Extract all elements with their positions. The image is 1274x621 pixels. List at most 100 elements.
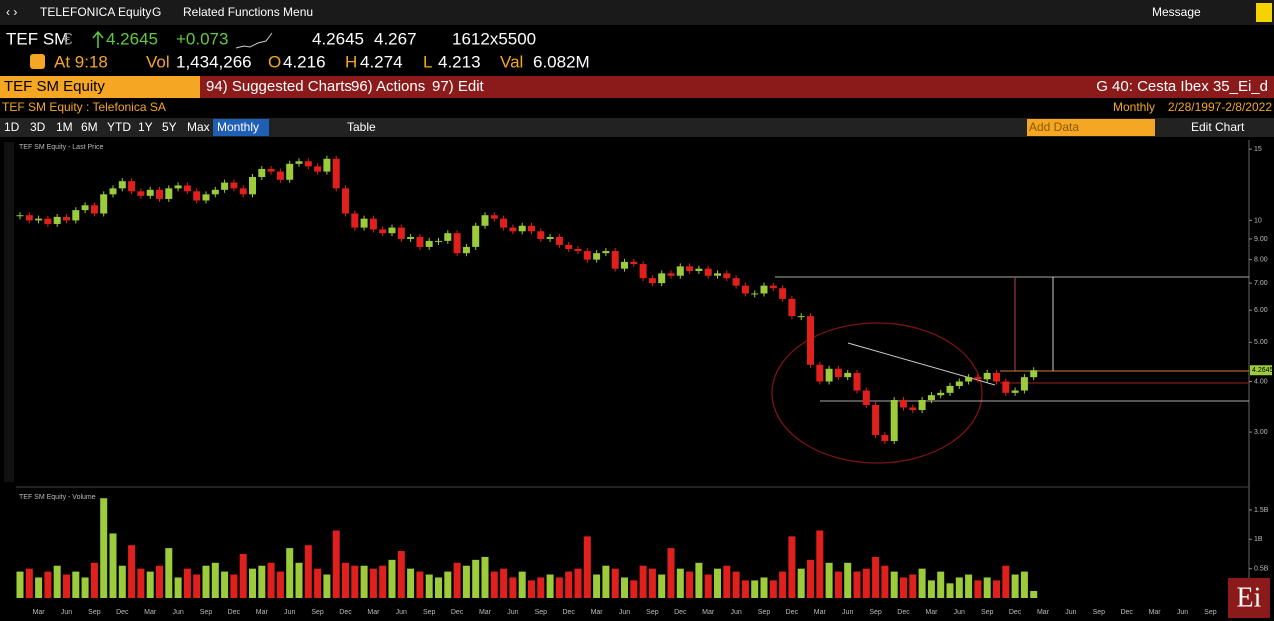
candle: [193, 191, 201, 201]
add-data-field[interactable]: [1027, 119, 1155, 136]
candle: [1030, 370, 1038, 378]
candle: [490, 215, 498, 219]
volume-bar: [862, 568, 870, 598]
menu-bar: [0, 76, 1274, 98]
candle: [416, 236, 424, 247]
candle: [937, 392, 945, 396]
volume-bar: [983, 577, 991, 598]
volume-bar: [965, 574, 973, 598]
candle: [993, 372, 1000, 382]
message-button[interactable]: Message: [1152, 5, 1201, 19]
candle: [137, 191, 145, 196]
y2-tick-label: 1.5B: [1254, 507, 1269, 514]
x-tick-label: Dec: [116, 609, 129, 616]
volume-bar: [35, 577, 43, 598]
volume-bar: [565, 571, 573, 598]
volume-bar: [927, 580, 935, 598]
range-button[interactable]: 1M: [56, 120, 73, 134]
volume-bar: [360, 565, 368, 598]
volume-bar: [695, 562, 703, 598]
volume-bar: [16, 571, 24, 598]
candle: [658, 273, 666, 284]
volume-bar: [621, 577, 628, 598]
candle: [444, 233, 452, 241]
candle: [351, 213, 359, 228]
range-button[interactable]: 6M: [81, 120, 98, 134]
volume-bar: [109, 533, 117, 598]
candle: [769, 285, 777, 289]
volume-bar: [881, 565, 889, 598]
frequency-button[interactable]: [213, 119, 269, 136]
volume-bar: [239, 553, 247, 598]
candle: [500, 218, 508, 228]
range-button[interactable]: Max: [187, 120, 210, 134]
candle: [741, 285, 749, 294]
volume-bar: [425, 574, 433, 598]
edit-chart[interactable]: Edit Chart: [1191, 120, 1245, 134]
launchpad-label: G 40: Cesta Ibex 35_Ei_d: [1096, 78, 1268, 95]
volume-bar: [630, 580, 638, 598]
candle: [872, 404, 880, 436]
volume-bar: [760, 577, 768, 598]
candle: [407, 236, 415, 239]
candle: [295, 161, 303, 164]
x-tick-label: Jun: [1177, 609, 1188, 616]
low: 4.213: [438, 52, 481, 71]
candle: [72, 210, 80, 221]
candle: [258, 168, 266, 178]
candle: [323, 158, 331, 172]
volume-bar: [509, 577, 517, 598]
candle: [1020, 377, 1028, 391]
candle: [909, 407, 917, 411]
volume-bar: [546, 574, 554, 598]
volume-bar: [658, 574, 666, 598]
x-tick-label: Dec: [451, 609, 464, 616]
candle: [676, 266, 684, 276]
volume-bar: [490, 571, 498, 598]
candle: [723, 273, 731, 279]
range-buttons: 1D 3D 1M 6M YTD 1Y 5Y Max: [4, 120, 210, 134]
candle: [862, 390, 870, 405]
range-button[interactable]: YTD: [107, 120, 131, 134]
actions[interactable]: 96) Actions: [351, 78, 425, 95]
volume-bar: [788, 536, 796, 598]
volume-bar: [797, 568, 805, 598]
volume-bar: [407, 568, 415, 598]
related-menu[interactable]: Related Functions Menu: [183, 5, 313, 19]
volume-bar: [193, 574, 201, 598]
candle: [1002, 381, 1010, 393]
security-field[interactable]: [0, 76, 200, 98]
volume-bar: [648, 568, 656, 598]
range-button[interactable]: 1Y: [138, 120, 153, 134]
volume-bar: [53, 565, 61, 598]
high-label: H: [345, 52, 357, 71]
volume-bar: [574, 568, 582, 598]
nav-arrows[interactable]: ‹ ›: [6, 5, 17, 19]
help-button[interactable]: [1256, 3, 1272, 22]
volume-bar: [323, 574, 331, 598]
security-menu[interactable]: TELEFONICA Equity: [40, 5, 151, 19]
vol-label: Vol: [146, 52, 170, 71]
g-menu[interactable]: G: [152, 5, 161, 19]
volume-bar: [221, 571, 229, 598]
range-button[interactable]: 5Y: [162, 120, 177, 134]
candle: [202, 194, 210, 201]
x-tick-label: Jun: [61, 609, 72, 616]
candle: [816, 364, 824, 382]
volume-bar: [81, 577, 89, 598]
candle: [955, 381, 963, 386]
x-tick-label: Mar: [591, 609, 604, 616]
suggested-charts[interactable]: 94) Suggested Charts: [206, 78, 352, 95]
range-button[interactable]: 3D: [30, 120, 46, 134]
range-button[interactable]: 1D: [4, 120, 20, 134]
candle: [16, 215, 24, 217]
volume-bar: [751, 580, 759, 598]
volume-bar: [900, 577, 907, 598]
edit[interactable]: 97) Edit: [432, 78, 485, 95]
table-button[interactable]: Table: [347, 120, 376, 134]
volume-bar: [583, 536, 591, 598]
candle: [44, 218, 52, 224]
candle: [844, 372, 852, 378]
candle: [304, 161, 312, 167]
candle: [630, 261, 638, 265]
